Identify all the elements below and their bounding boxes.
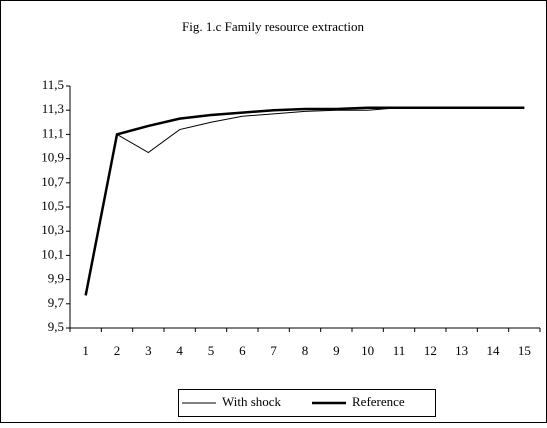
- y-tick-label: 10,1: [41, 246, 64, 261]
- x-tick-label: 9: [333, 343, 340, 358]
- legend-box: [178, 389, 436, 417]
- legend-label: Reference: [352, 394, 405, 409]
- y-tick-label: 10,9: [41, 150, 64, 165]
- x-tick-label: 1: [82, 343, 89, 358]
- y-tick-label: 11,5: [42, 77, 64, 92]
- x-tick-label: 14: [487, 343, 501, 358]
- y-tick-label: 9,9: [48, 271, 64, 286]
- y-tick-label: 10,3: [41, 222, 64, 237]
- y-tick-label: 11,3: [42, 101, 64, 116]
- x-tick-label: 10: [361, 343, 374, 358]
- x-tick-label: 8: [302, 343, 309, 358]
- x-tick-label: 6: [239, 343, 246, 358]
- x-tick-label: 15: [518, 343, 531, 358]
- y-tick-label: 10,5: [41, 198, 64, 213]
- x-tick-label: 5: [208, 343, 215, 358]
- x-tick-label: 11: [393, 343, 406, 358]
- legend-label: With shock: [222, 394, 282, 409]
- y-tick-label: 9,7: [48, 295, 65, 310]
- x-tick-label: 12: [424, 343, 437, 358]
- x-tick-label: 13: [455, 343, 468, 358]
- y-tick-label: 9,5: [48, 319, 64, 334]
- x-tick-label: 3: [145, 343, 152, 358]
- y-tick-label: 11,1: [42, 125, 64, 140]
- x-tick-label: 4: [176, 343, 183, 358]
- x-tick-label: 7: [270, 343, 277, 358]
- chart-title: Fig. 1.c Family resource extraction: [182, 19, 364, 34]
- y-tick-label: 10,7: [41, 174, 64, 189]
- x-tick-label: 2: [114, 343, 121, 358]
- line-series: [84, 106, 525, 296]
